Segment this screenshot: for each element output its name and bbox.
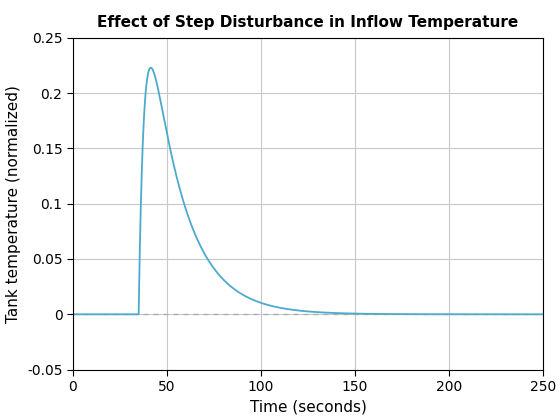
X-axis label: Time (seconds): Time (seconds) bbox=[250, 399, 366, 415]
Y-axis label: Tank temperature (normalized): Tank temperature (normalized) bbox=[6, 85, 21, 323]
Title: Effect of Step Disturbance in Inflow Temperature: Effect of Step Disturbance in Inflow Tem… bbox=[97, 15, 519, 30]
